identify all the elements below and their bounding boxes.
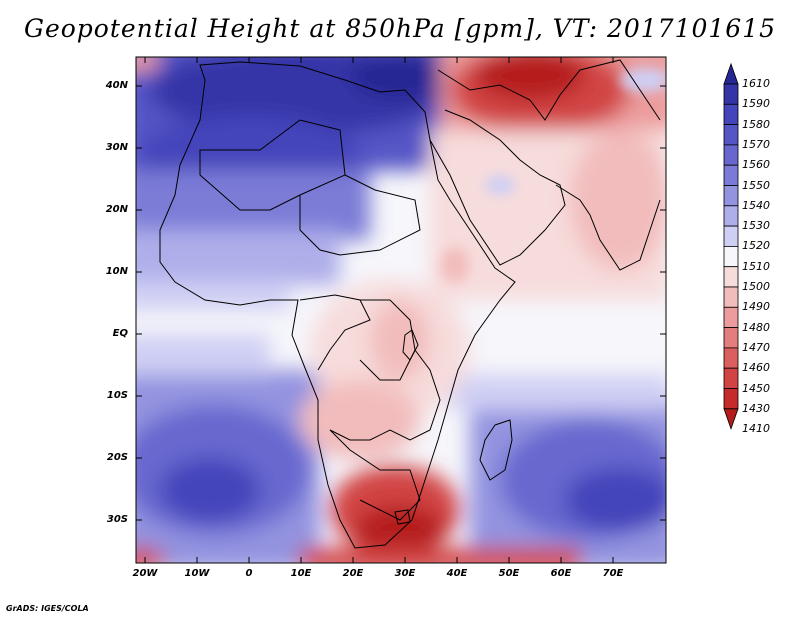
colorbar-swatch [723,185,739,207]
colorbar-label: 1580 [742,117,770,131]
lon-label-30e: 30E [394,568,416,579]
map-title: Geopotential Height at 850hPa [gpm], VT:… [23,14,777,43]
colorbar-swatch [723,124,739,146]
colorbar-swatch [723,205,739,227]
lat-label-20s: 20S [106,452,128,463]
colorbar-label: 1470 [742,340,770,354]
height-field [136,57,666,563]
colorbar-swatch [723,164,739,186]
plot-frame [135,56,667,564]
lon-label-50e: 50E [498,568,520,579]
colorbar-swatch [723,245,739,268]
lon-label-0: 0 [245,568,253,579]
colorbar-label: 1610 [742,77,770,90]
lat-label-40n: 40N [105,80,128,91]
colorbar-swatch [723,225,739,247]
colorbar-label: 1590 [742,97,770,111]
colorbar-swatch [723,266,739,288]
lon-ticks [144,57,614,563]
lat-ticks [136,85,666,521]
colorbar-label: 1410 [742,422,770,436]
lon-label-10w: 10W [184,568,210,579]
colorbar-label: 1500 [742,280,770,293]
colorbar-label: 1560 [742,158,770,172]
lon-label-70e: 70E [602,568,624,579]
colorbar-swatch [723,327,739,349]
colorbar-label: 1480 [742,320,770,334]
lon-label-60e: 60E [550,568,572,579]
grads-credit: GrADS: IGES/COLA [6,604,89,613]
colorbar-top-arrow [723,62,739,85]
colorbar-label: 1510 [742,259,770,273]
lat-label-eq: EQ [112,328,128,339]
colorbar-swatch [723,83,739,105]
colorbar-label: 1430 [742,401,770,415]
colorbar-swatch [723,347,739,369]
colorbar-bottom-arrow [723,408,739,431]
colorbar-swatch [723,286,739,308]
colorbar [723,62,739,431]
colorbar-swatch [723,306,739,328]
colorbar-swatch [723,103,739,126]
lon-label-20w: 20W [132,568,158,579]
colorbar-label: 1450 [742,381,770,395]
lat-label-10n: 10N [105,266,128,277]
lat-label-30s: 30S [106,514,128,525]
lon-label-10e: 10E [290,568,312,579]
lon-label-20e: 20E [342,568,364,579]
colorbar-swatch [723,388,739,410]
lat-label-10s: 10S [106,390,128,401]
colorbar-label: 1490 [742,300,770,314]
colorbar-label: 1550 [742,178,770,192]
colorbar-label: 1570 [742,137,770,151]
colorbar-label: 1460 [742,361,770,375]
colorbar-label: 1530 [742,219,770,233]
coastlines [159,59,661,549]
lat-label-20n: 20N [105,204,128,215]
colorbar-swatch [723,367,739,389]
colorbar-label: 1540 [742,198,770,212]
lat-label-30n: 30N [105,142,128,153]
colorbar-swatch [723,144,739,166]
lon-label-40e: 40E [446,568,468,579]
colorbar-label: 1520 [742,239,770,253]
